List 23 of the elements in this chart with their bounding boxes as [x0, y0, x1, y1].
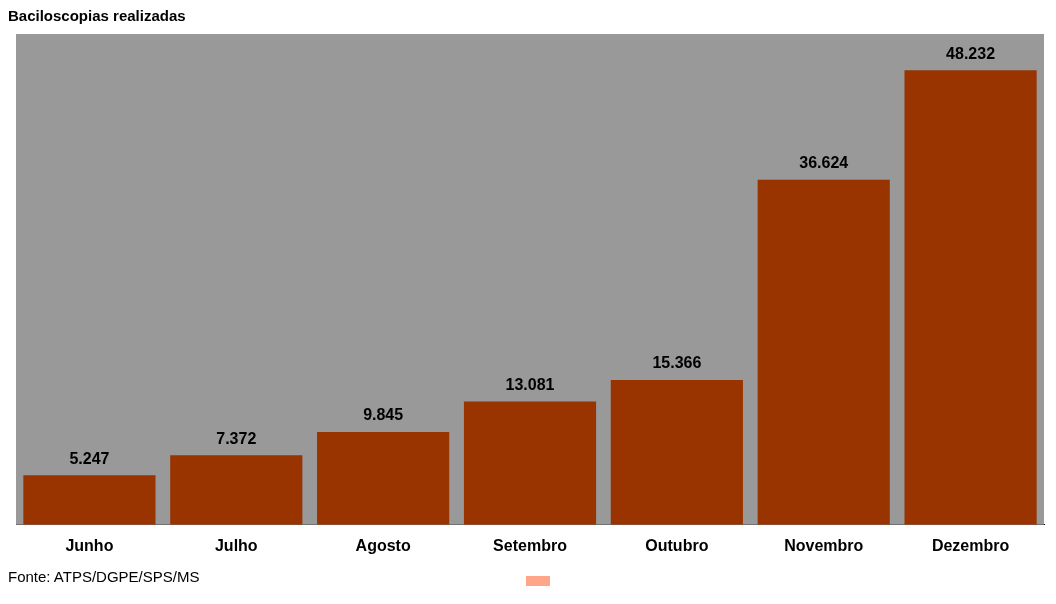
x-tick-label: Dezembro	[931, 536, 1010, 554]
x-tick-label: Agosto	[355, 536, 411, 554]
x-tick-label: Outubro	[645, 536, 709, 554]
data-label: 9.845	[363, 406, 404, 424]
source-note: Fonte: ATPS/DGPE/SPS/MS	[8, 568, 201, 585]
bar	[757, 179, 890, 525]
bar	[23, 475, 156, 525]
data-label: 7.372	[216, 429, 257, 447]
data-label: 13.081	[505, 375, 555, 393]
data-label: 5.247	[69, 449, 110, 467]
chart-title: Baciloscopias realizadas	[8, 7, 186, 25]
x-tick-label: Junho	[65, 536, 114, 554]
data-label: 15.366	[652, 354, 702, 372]
bar	[317, 432, 450, 525]
x-tick-label: Novembro	[784, 536, 864, 554]
x-tick-label: Setembro	[493, 536, 568, 554]
bar	[463, 401, 597, 525]
bar	[904, 70, 1037, 525]
data-label: 36.624	[799, 154, 849, 172]
data-label: 48.232	[946, 44, 996, 62]
bar	[610, 380, 743, 525]
x-tick-label: Julho	[214, 536, 258, 554]
bar	[170, 455, 303, 525]
